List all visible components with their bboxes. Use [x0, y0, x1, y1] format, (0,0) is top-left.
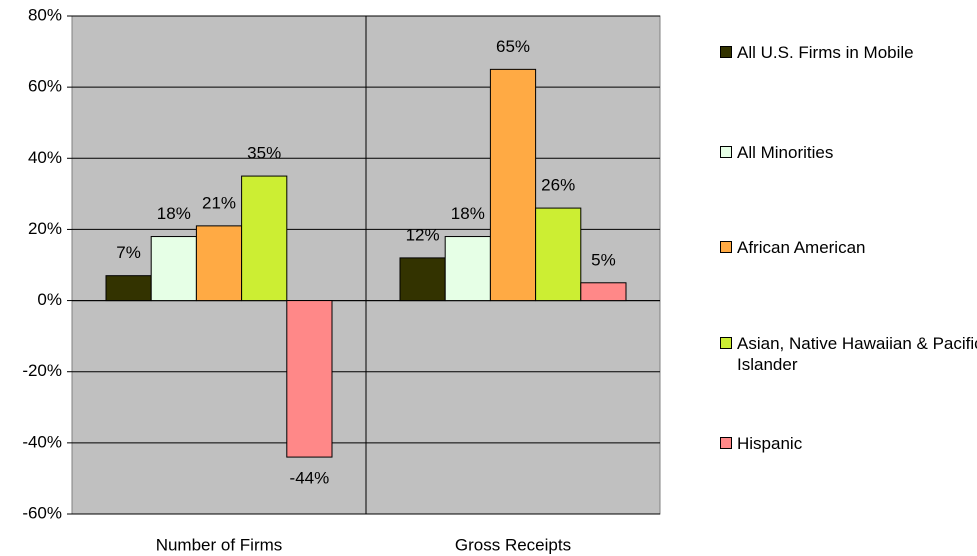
data-label: 21%: [202, 193, 236, 212]
y-tick-label: -60%: [22, 503, 62, 522]
legend-item: All U.S. Firms in Mobile: [720, 42, 977, 63]
legend-item: Asian, Native Hawaiian & Pacific Islande…: [720, 333, 977, 375]
y-tick-label: 80%: [28, 5, 62, 24]
bar: [399, 257, 446, 302]
data-label: 12%: [406, 225, 440, 244]
bar: [150, 236, 197, 302]
legend-label: All U.S. Firms in Mobile: [737, 43, 914, 62]
bar: [105, 275, 152, 302]
legend-label: Asian, Native Hawaiian & Pacific Islande…: [737, 334, 977, 374]
legend-label: Hispanic: [737, 434, 803, 453]
y-tick-label: -20%: [22, 361, 62, 380]
bar: [535, 207, 582, 302]
data-label: 7%: [116, 243, 141, 262]
x-tick-label: Gross Receipts: [455, 535, 571, 554]
bar: [489, 68, 537, 302]
y-tick-label: 0%: [37, 290, 62, 309]
bar: [580, 282, 627, 302]
data-label: -44%: [290, 469, 330, 488]
bar: [241, 175, 288, 302]
bar: [286, 300, 333, 458]
legend-item: Hispanic: [720, 433, 977, 454]
legend-label: African American: [737, 238, 866, 257]
data-label: 18%: [157, 204, 191, 223]
legend-swatch: [720, 46, 732, 58]
y-tick-label: -40%: [22, 432, 62, 451]
bar: [195, 225, 243, 302]
legend-item: All Minorities: [720, 142, 977, 163]
y-tick-label: 60%: [28, 77, 62, 96]
data-label: 5%: [591, 250, 616, 269]
legend-swatch: [720, 241, 732, 253]
data-label: 26%: [541, 176, 575, 195]
data-label: 35%: [247, 144, 281, 163]
legend-label: All Minorities: [737, 143, 834, 162]
y-tick-label: 40%: [28, 148, 62, 167]
legend-item: African American: [720, 237, 977, 258]
legend-swatch: [720, 337, 732, 349]
bar: [444, 236, 491, 302]
data-label: 18%: [451, 204, 485, 223]
y-tick-label: 20%: [28, 219, 62, 238]
x-tick-label: Number of Firms: [156, 535, 283, 554]
legend-swatch: [720, 146, 732, 158]
legend-swatch: [720, 437, 732, 449]
data-label: 65%: [496, 37, 530, 56]
